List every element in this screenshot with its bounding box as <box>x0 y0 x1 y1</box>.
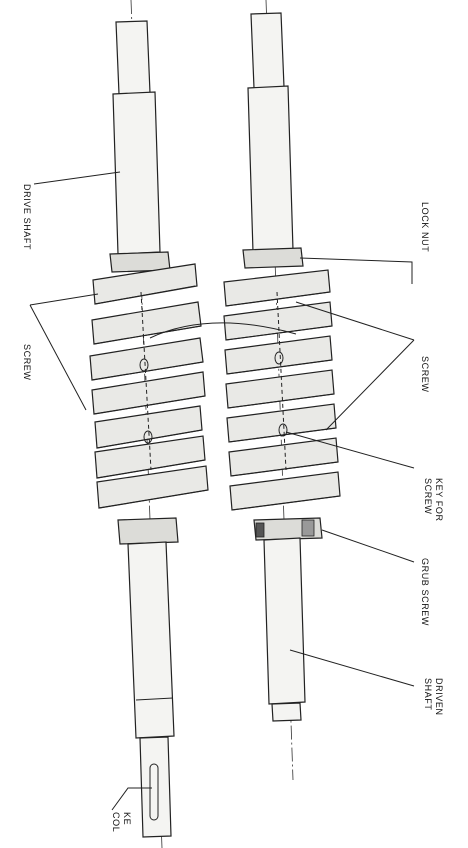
driven-shaft-label-line2: SHAFT <box>423 678 433 711</box>
drive-shaft-assembly <box>89 0 209 848</box>
drive-shaft-top-stub <box>115 20 151 95</box>
driven-shaft-lower <box>263 537 306 705</box>
driven-screw-flights <box>223 269 341 511</box>
driven-shaft-upper <box>247 85 294 253</box>
driven-shaft-label-line1: DRIVEN <box>434 678 444 716</box>
driven-key <box>276 291 287 471</box>
grub-screw-head <box>255 522 265 538</box>
label-driven-shaft: DRIVEN SHAFT <box>423 678 444 716</box>
drive-shaft-upper <box>112 91 161 255</box>
label-key-collar: KE COL <box>111 812 132 832</box>
leader-lines <box>29 171 415 811</box>
label-grub-screw: GRUB SCREW <box>420 558 430 626</box>
label-screw-left: SCREW <box>22 344 32 381</box>
label-key-for-screw: KEY FOR SCREW <box>423 478 444 522</box>
label-lock-nut: LOCK NUT <box>420 202 430 252</box>
drive-collar <box>117 517 179 545</box>
screw-mesh-arc <box>149 322 297 339</box>
driven-shaft-assembly <box>223 0 341 781</box>
drive-key <box>140 291 152 471</box>
screw-label-right: SCREW <box>420 356 430 393</box>
screw-label-left: SCREW <box>22 344 32 381</box>
drive-shaft-lower <box>127 541 175 739</box>
drive-shaft-label: DRIVE SHAFT <box>22 184 32 250</box>
drive-shaft-keyed-end <box>139 736 172 838</box>
key-for-screw-label-line1: KEY FOR <box>434 478 444 522</box>
lock-nut-label: LOCK NUT <box>420 202 430 252</box>
key-collar-label-line2: COL <box>111 812 121 832</box>
driven-shaft-end <box>271 702 302 722</box>
driven-shaft-top-stub <box>250 12 285 89</box>
grub-screw-label: GRUB SCREW <box>420 558 430 626</box>
label-drive-shaft: DRIVE SHAFT <box>22 184 32 250</box>
drive-screw-flights <box>89 263 209 509</box>
key-collar-label-line1: KE <box>122 812 132 825</box>
driven-lock-nut <box>242 247 304 269</box>
label-screw-right: SCREW <box>420 356 430 393</box>
key-for-screw-label-line2: SCREW <box>423 478 433 515</box>
key-slot <box>149 763 159 821</box>
